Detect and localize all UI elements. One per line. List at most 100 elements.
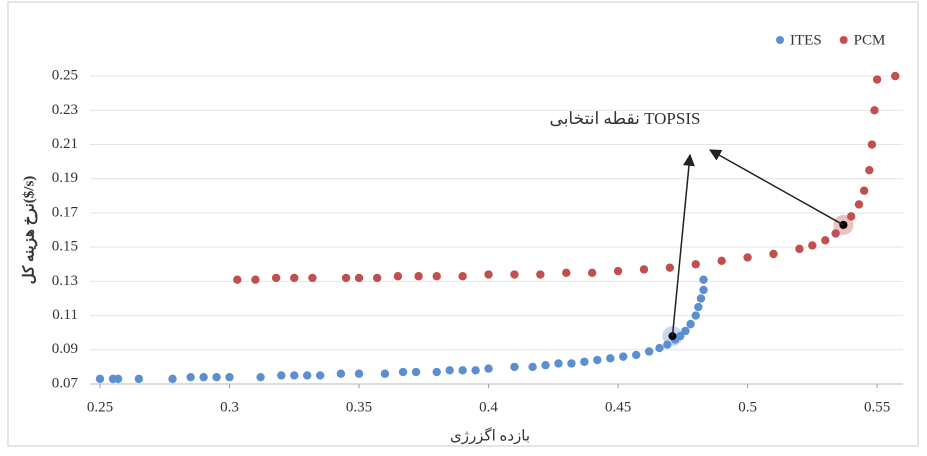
point <box>212 372 221 382</box>
y-tick-label: 0.09 <box>52 341 78 357</box>
chart-frame <box>7 1 919 447</box>
point <box>587 268 597 278</box>
point <box>510 270 519 279</box>
legend-marker <box>776 36 784 44</box>
point <box>290 371 299 380</box>
y-tick-label: 0.07 <box>52 375 79 391</box>
point <box>691 311 700 320</box>
point <box>199 372 208 382</box>
point <box>717 256 726 266</box>
point <box>432 272 441 281</box>
point <box>821 236 830 245</box>
point <box>580 357 589 366</box>
annotation-arrow <box>708 149 844 226</box>
x-axis-label: بازده اگزرژی <box>450 426 530 444</box>
legend-marker <box>839 36 848 44</box>
point <box>696 294 706 303</box>
point <box>380 369 390 378</box>
y-tick-label: 0.13 <box>52 273 78 289</box>
legend-label: PCM <box>854 32 886 48</box>
point <box>562 268 571 278</box>
point <box>769 249 778 259</box>
y-tick-label: 0.21 <box>52 136 78 152</box>
point <box>554 359 563 368</box>
point <box>290 273 299 283</box>
point <box>613 266 623 276</box>
point <box>865 165 874 175</box>
point <box>471 366 480 375</box>
point <box>536 270 545 279</box>
annotation-arrow <box>671 153 695 337</box>
x-tick-label: 0.3 <box>220 399 239 415</box>
point <box>445 366 454 375</box>
y-axis-label: نرخ هزینه کل($/s) <box>21 176 37 285</box>
point <box>676 331 685 341</box>
point <box>854 200 864 209</box>
point <box>113 374 123 384</box>
point <box>639 265 649 274</box>
point <box>303 371 312 380</box>
point <box>699 275 708 284</box>
point <box>699 285 708 295</box>
annotation-text: نقطه انتخابی TOPSIS <box>550 109 701 128</box>
point <box>354 273 364 283</box>
point <box>458 366 467 375</box>
point <box>606 354 615 363</box>
point <box>484 364 493 373</box>
x-tick-label: 0.55 <box>864 399 890 415</box>
point <box>694 302 703 312</box>
point <box>528 362 537 372</box>
point <box>95 374 105 384</box>
point <box>867 140 877 149</box>
legend-label: ITES <box>790 32 822 48</box>
y-tick-label: 0.19 <box>52 170 78 186</box>
point <box>315 371 325 380</box>
y-tick-label: 0.17 <box>52 204 79 220</box>
point <box>846 212 856 221</box>
point <box>225 372 234 382</box>
y-tick-label: 0.23 <box>52 102 78 118</box>
point <box>665 263 675 272</box>
point <box>251 275 260 284</box>
point <box>743 253 752 262</box>
point <box>859 186 869 195</box>
x-tick-label: 0.35 <box>346 399 372 415</box>
x-tick-label: 0.4 <box>479 399 498 415</box>
x-tick-label: 0.5 <box>738 399 757 415</box>
point <box>655 343 664 353</box>
x-tick-label: 0.25 <box>87 399 113 415</box>
point <box>691 260 700 269</box>
y-tick-label: 0.25 <box>52 68 78 84</box>
point <box>484 270 493 279</box>
point <box>891 71 900 81</box>
point <box>398 367 408 377</box>
point <box>872 75 882 84</box>
point <box>541 360 550 370</box>
point <box>681 326 690 336</box>
point <box>168 374 177 384</box>
point <box>619 352 628 361</box>
point <box>663 340 672 349</box>
point <box>256 372 265 382</box>
point <box>277 371 286 380</box>
point <box>414 272 423 281</box>
point <box>795 244 804 254</box>
point <box>372 273 382 283</box>
point <box>567 359 576 368</box>
y-tick-label: 0.11 <box>52 307 78 323</box>
x-tick-label: 0.45 <box>605 399 631 415</box>
point <box>831 229 840 238</box>
point <box>233 275 242 284</box>
point <box>336 369 346 378</box>
point <box>686 319 695 329</box>
point <box>354 369 364 378</box>
point <box>644 347 654 356</box>
point <box>510 362 519 372</box>
point <box>808 241 817 250</box>
point <box>393 272 403 281</box>
point <box>134 374 144 384</box>
point <box>308 273 317 283</box>
point <box>432 367 441 377</box>
point <box>271 273 281 283</box>
